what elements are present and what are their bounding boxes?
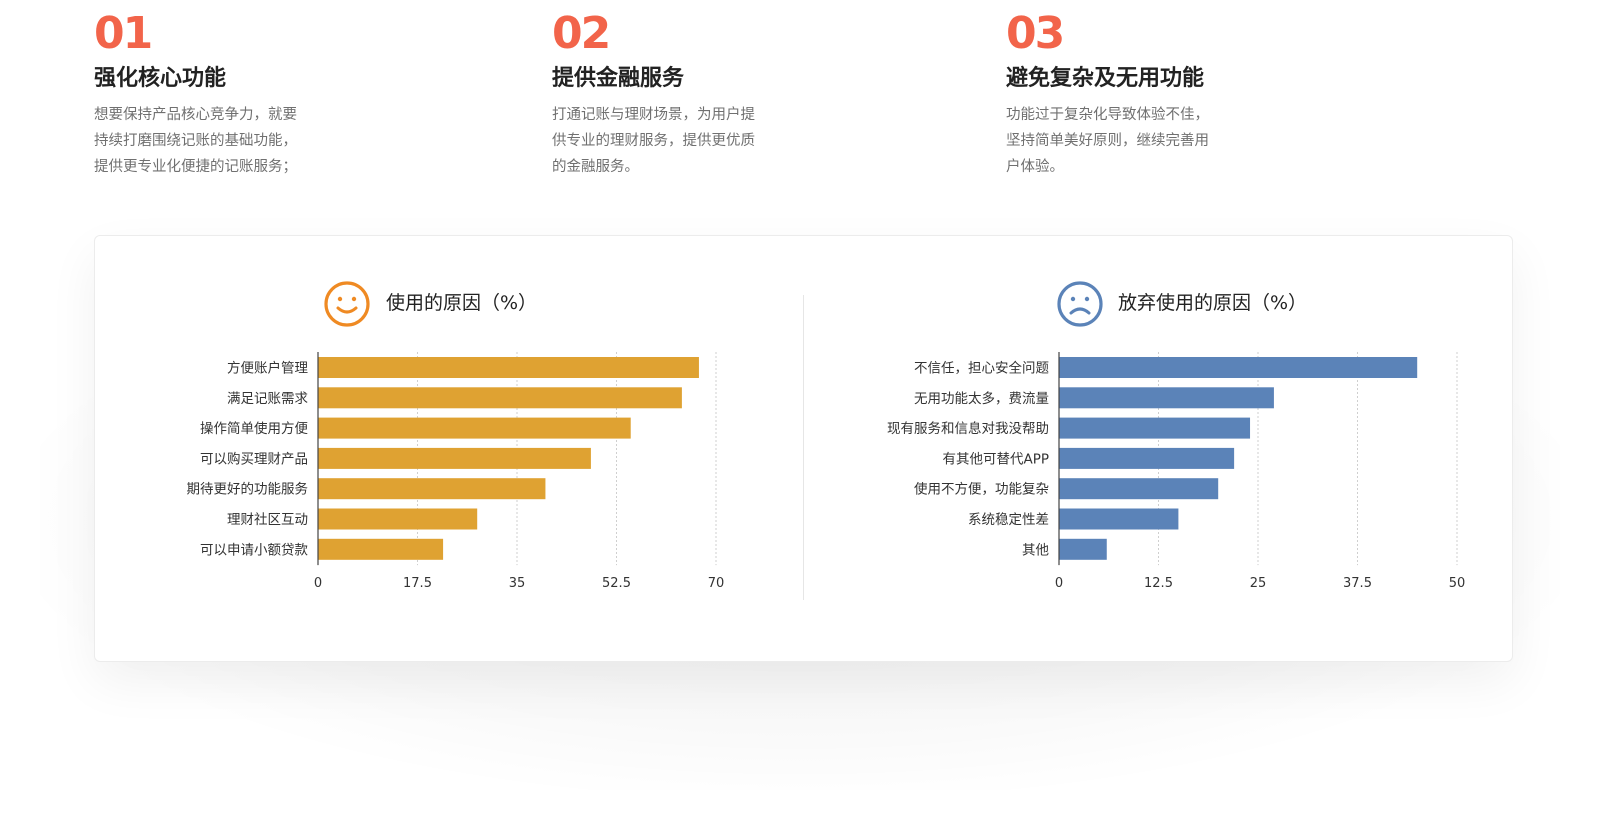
feature-description: 功能过于复杂化导致体验不佳， 坚持简单美好原则，继续完善用 户体验。 [1006, 107, 1209, 175]
bar [318, 357, 699, 378]
bar [318, 478, 546, 500]
feature-number: 03 [1006, 8, 1065, 59]
category-label: 不信任，担心安全问题 [914, 360, 1049, 377]
x-tick-label: 70 [708, 576, 725, 591]
feature-1: 01 强化核心功能 想要保持产品核心竞争力，就要 持续打磨围绕记账的基础功能， … [94, 10, 394, 180]
category-label: 无用功能太多，费流量 [914, 390, 1049, 407]
category-label: 期待更好的功能服务 [187, 482, 309, 498]
feature-2: 02 提供金融服务 打通记账与理财场景，为用户提 供专业的理财服务，提供更优质 … [552, 10, 852, 180]
x-tick-label: 50 [1449, 576, 1466, 591]
sad-face-icon [1057, 281, 1103, 327]
category-label: 系统稳定性差 [968, 512, 1049, 528]
bar [1059, 538, 1107, 560]
bar [1059, 357, 1418, 378]
feature-title: 避免复杂及无用功能 [1006, 66, 1205, 91]
x-tick-label: 12.5 [1144, 576, 1173, 591]
bar [318, 538, 444, 560]
x-tick-label: 0 [314, 576, 322, 591]
category-label: 满足记账需求 [227, 391, 308, 407]
feature-title: 提供金融服务 [552, 66, 685, 91]
feature-description: 想要保持产品核心竞争力，就要 持续打磨围绕记账的基础功能， 提供更专业化便捷的记… [94, 107, 297, 175]
use-reasons-chart: 0 17.5 35 52.5 70 方便账户管理满足记账需求操作简单使用方便可以购买理财产… [187, 352, 725, 591]
quit-reasons-chart: 0 12.5 25 37.5 50 不信任，担心安全问题无用功能太多，费流量现有服务和信息… [887, 352, 1465, 591]
feature-number: 02 [552, 8, 611, 59]
use-chart-title: 使用的原因（%） [386, 292, 538, 314]
x-tick-label: 25 [1250, 576, 1267, 591]
feature-title: 强化核心功能 [94, 66, 227, 91]
category-label: 其他 [1022, 542, 1049, 558]
smile-face-icon [324, 281, 370, 327]
category-label: 有其他可替代APP [942, 451, 1049, 467]
bar [1059, 447, 1235, 469]
bar [318, 508, 478, 530]
bar [1059, 478, 1219, 500]
category-label: 使用不方便，功能复杂 [914, 481, 1049, 498]
bar [318, 447, 591, 469]
feature-number: 01 [94, 8, 153, 59]
category-label: 可以申请小额贷款 [200, 542, 308, 558]
x-tick-label: 35 [509, 576, 526, 591]
chart-divider [803, 295, 804, 600]
category-label: 可以购买理财产品 [200, 451, 308, 467]
feature-3: 03 避免复杂及无用功能 功能过于复杂化导致体验不佳， 坚持简单美好原则，继续完… [1006, 10, 1306, 180]
category-label: 方便账户管理 [227, 360, 308, 377]
x-tick-label: 52.5 [602, 576, 631, 591]
quit-chart-title: 放弃使用的原因（%） [1118, 292, 1308, 314]
bar [318, 417, 631, 439]
x-tick-label: 17.5 [403, 576, 432, 591]
bar [1059, 387, 1274, 409]
x-tick-label: 37.5 [1343, 576, 1372, 591]
bar [1059, 508, 1179, 530]
x-tick-label: 0 [1055, 576, 1063, 591]
category-label: 操作简单使用方便 [200, 420, 308, 437]
bar [318, 387, 682, 409]
feature-description: 打通记账与理财场景，为用户提 供专业的理财服务，提供更优质 的金融服务。 [552, 107, 755, 175]
category-label: 现有服务和信息对我没帮助 [887, 420, 1049, 437]
category-label: 理财社区互动 [227, 512, 308, 528]
bar [1059, 417, 1251, 439]
